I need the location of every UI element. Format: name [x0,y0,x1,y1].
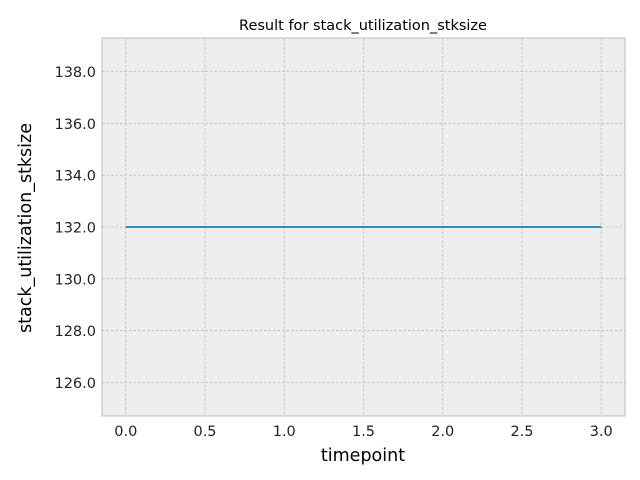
y-axis-ticks: 126.0 128.0 130.0 132.0 134.0 136.0 138.0 [54,65,96,392]
x-tick-label: 1.0 [273,424,296,440]
y-tick-label: 138.0 [54,65,96,81]
x-tick-label: 2.5 [510,424,533,440]
x-axis-ticks: 0.0 0.5 1.0 1.5 2.0 2.5 3.0 [114,424,613,440]
x-tick-label: 2.0 [431,424,454,440]
y-tick-label: 136.0 [54,117,96,133]
y-tick-label: 134.0 [54,169,96,185]
x-tick-label: 3.0 [590,424,613,440]
chart-title: Result for stack_utilization_stksize [239,18,487,34]
y-tick-label: 130.0 [54,272,96,288]
y-tick-label: 132.0 [54,221,96,237]
x-tick-label: 0.0 [114,424,137,440]
x-axis-label: timepoint [321,446,405,466]
y-axis-label: stack_utilization_stksize [16,123,36,333]
x-tick-label: 1.5 [352,424,375,440]
x-tick-label: 0.5 [193,424,216,440]
y-tick-label: 128.0 [54,324,96,340]
y-tick-label: 126.0 [54,376,96,392]
